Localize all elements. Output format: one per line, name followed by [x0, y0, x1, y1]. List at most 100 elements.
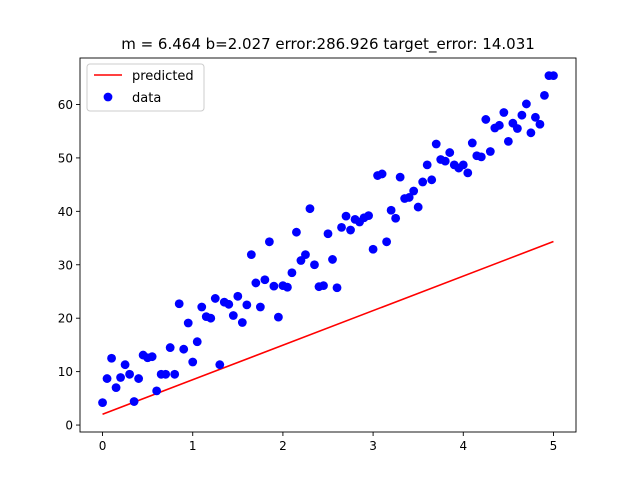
data-point	[364, 211, 373, 221]
data-point	[165, 343, 175, 352]
data-point	[391, 213, 401, 223]
data-point	[197, 302, 207, 312]
data-point	[323, 229, 333, 239]
data-point	[341, 211, 351, 221]
data-point	[206, 313, 216, 323]
data-point	[485, 147, 495, 156]
data-point	[476, 152, 486, 162]
data-point	[386, 205, 396, 215]
data-point	[422, 160, 432, 170]
data-point	[251, 278, 261, 288]
x-tick-label: 4	[459, 439, 467, 453]
data-point	[409, 186, 419, 196]
data-point	[192, 337, 202, 347]
plot-area	[98, 71, 558, 415]
data-point	[368, 244, 378, 254]
data-point	[540, 91, 549, 100]
data-point	[337, 222, 346, 232]
legend-predicted-label: predicted	[132, 69, 194, 84]
data-point	[305, 204, 315, 214]
data-point	[522, 99, 531, 109]
x-tick-label: 3	[369, 439, 377, 453]
data-point	[120, 360, 130, 370]
data-point	[431, 139, 441, 149]
data-point	[170, 369, 180, 379]
data-point	[183, 318, 193, 328]
data-point	[395, 172, 405, 182]
y-tick-label: 10	[58, 365, 73, 379]
y-tick-label: 0	[65, 419, 73, 433]
data-point	[549, 71, 558, 81]
data-point	[174, 299, 184, 309]
data-point	[346, 225, 355, 235]
data-point	[233, 291, 243, 301]
data-point	[463, 168, 473, 178]
axes-frame	[79, 57, 577, 433]
data-point	[287, 268, 297, 278]
y-tick-label: 50	[58, 151, 73, 165]
data-point	[161, 369, 171, 379]
data-point	[129, 397, 139, 406]
legend-data-swatch	[103, 92, 113, 102]
data-point	[531, 112, 540, 122]
data-point	[283, 282, 292, 292]
data-point	[116, 373, 125, 382]
legend: predicted data	[86, 63, 205, 112]
data-point	[418, 177, 428, 187]
data-point	[246, 250, 256, 260]
data-point	[503, 136, 513, 146]
y-tick-label: 30	[58, 258, 73, 272]
data-point	[292, 227, 301, 237]
data-point	[319, 281, 328, 291]
data-point	[332, 283, 342, 293]
data-point	[467, 138, 477, 148]
data-point	[242, 300, 252, 310]
data-point	[179, 344, 189, 354]
y-tick-label: 60	[58, 98, 73, 112]
data-point	[377, 169, 387, 179]
data-point	[210, 294, 220, 303]
data-point	[526, 128, 536, 138]
data-point	[413, 202, 423, 212]
data-point	[264, 237, 274, 247]
x-tick-label: 5	[550, 439, 558, 453]
data-point	[458, 160, 468, 170]
data-point	[269, 281, 279, 291]
data-point	[274, 312, 283, 322]
data-point	[125, 369, 134, 379]
y-tick-label: 20	[58, 312, 73, 326]
data-point	[188, 357, 198, 367]
data-point	[445, 148, 455, 157]
x-tick-label: 2	[279, 439, 287, 453]
data-point	[102, 374, 112, 383]
data-point	[499, 108, 509, 117]
data-point	[147, 352, 157, 362]
data-point	[98, 398, 107, 408]
data-point	[255, 302, 265, 312]
y-tick-label: 40	[58, 205, 73, 219]
data-point	[512, 124, 522, 133]
data-point	[404, 193, 414, 202]
data-point	[494, 120, 504, 130]
data-point	[481, 115, 491, 124]
predicted-line	[102, 240, 554, 415]
legend-data-label: data	[132, 91, 161, 106]
data-point	[134, 374, 144, 383]
data-point	[152, 386, 162, 396]
data-point	[301, 250, 310, 260]
data-point	[535, 119, 545, 129]
data-point	[328, 255, 337, 264]
chart-title: m = 6.464 b=2.027 error:286.926 target_e…	[121, 35, 535, 54]
data-point	[260, 275, 270, 285]
data-point	[228, 311, 238, 320]
data-point	[237, 318, 247, 327]
data-point	[440, 156, 450, 166]
x-tick-label: 0	[99, 439, 107, 453]
data-point	[517, 110, 527, 120]
data-point	[224, 299, 234, 309]
data-point	[310, 260, 319, 270]
data-point	[427, 175, 437, 185]
data-point	[382, 237, 392, 247]
